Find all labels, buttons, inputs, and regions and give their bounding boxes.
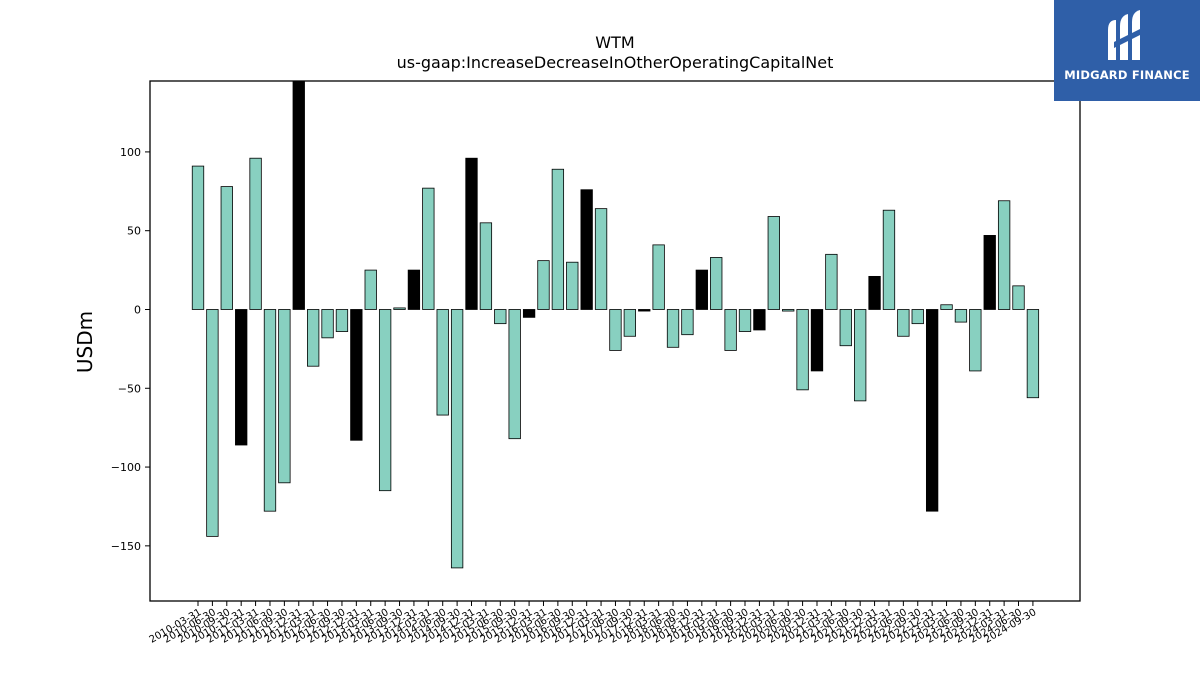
bar-2017-03-31 [594,208,608,310]
logo-text: MIDGARD FINANCE [1064,68,1190,82]
bar-2020-12-31 [810,309,824,372]
bar-2021-12-31 [868,275,881,310]
bar-2017-12-31 [638,309,651,312]
bar-2021-09-30 [854,309,867,402]
bar-2021-06-30 [839,309,852,347]
bar-2016-06-30 [551,168,565,310]
bar-2022-03-31 [882,209,896,310]
bar-2016-12-31 [580,189,593,310]
bar-2022-12-31 [925,309,939,512]
bar-2020-09-30 [796,309,809,391]
bar-2013-06-30 [378,309,392,492]
x-axis-ticks: 2010-03-312010-06-302010-09-302010-12-31… [148,601,1038,646]
bar-2013-12-31 [407,269,421,310]
bar-2010-06-30 [206,309,219,537]
bar-2014-06-30 [436,309,449,416]
bar-2021-03-31 [825,253,838,310]
bar-2023-03-31 [940,304,953,310]
bar-2014-03-31 [422,187,435,310]
bar-2022-06-30 [897,309,910,337]
bar-2019-12-31 [753,309,766,331]
bar-2011-06-30 [263,309,277,512]
bar-2011-09-30 [278,309,291,484]
y-tick-label: −150 [111,540,141,553]
y-tick-label: 100 [120,146,141,159]
bar-2013-03-31 [364,269,377,310]
bar-2015-12-31 [522,309,536,318]
bar-2018-03-31 [652,244,665,310]
plot-frame [149,80,1081,602]
bar-2023-12-31 [983,235,996,310]
bar-2024-06-30 [1012,285,1025,310]
bar-2010-09-30 [220,186,233,310]
bar-2024-03-31 [997,200,1011,310]
bar-2018-12-31 [695,269,708,310]
y-axis-label: USDm [73,311,97,373]
bar-2015-09-30 [508,309,521,440]
bar-2018-09-30 [681,309,694,336]
bar-2019-09-30 [738,309,752,332]
midgard-logo-icon [1108,10,1142,60]
y-tick-label: 0 [134,303,141,316]
bar-2023-06-30 [954,309,968,323]
bar-2022-09-30 [911,309,924,325]
y-tick-label: −100 [111,461,141,474]
bar-2017-09-30 [623,309,636,337]
bar-2015-03-31 [479,222,493,310]
bar-2015-06-30 [494,309,507,325]
bar-2011-03-31 [249,157,262,310]
bar-2012-12-31 [350,309,363,441]
bar-2010-03-31 [191,165,205,310]
bar-2012-03-31 [307,309,320,367]
chart-title: WTM [595,33,634,52]
bar-2020-06-30 [782,309,795,312]
bar-2012-06-30 [321,309,334,339]
bar-2012-09-30 [335,309,349,332]
bar-2014-09-30 [450,309,464,569]
bar-2017-06-30 [609,309,622,351]
bar-2011-12-31 [292,80,305,310]
y-tick-label: 50 [127,225,141,238]
chart-subtitle: us-gaap:IncreaseDecreaseInOtherOperating… [397,53,834,72]
bar-2010-12-31 [235,309,248,446]
bar-2016-03-31 [537,260,550,310]
bar-2016-09-30 [566,261,579,310]
bar-2013-09-30 [393,307,406,310]
bar-2018-06-30 [666,309,680,348]
bar-2014-12-31 [465,157,478,310]
midgard-finance-logo: MIDGARD FINANCE [1054,0,1200,101]
bar-2019-03-31 [710,257,723,310]
bars-group [191,80,1040,569]
bar-2024-09-30 [1026,309,1040,399]
bar-2019-06-30 [724,309,737,351]
y-tick-label: −50 [118,382,141,395]
y-axis-ticks: 100 50 0 −50 −100 −150 [111,146,150,553]
bar-2023-09-30 [969,309,982,372]
bar-2020-03-31 [767,216,780,310]
